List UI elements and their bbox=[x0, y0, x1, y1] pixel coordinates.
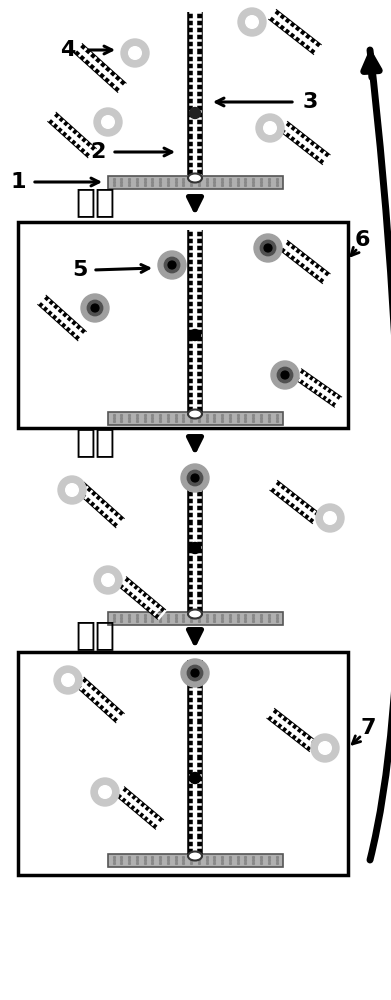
Circle shape bbox=[164, 257, 180, 273]
Circle shape bbox=[264, 244, 272, 252]
Circle shape bbox=[281, 371, 289, 379]
Circle shape bbox=[99, 786, 111, 798]
Text: 2: 2 bbox=[90, 142, 106, 162]
Bar bbox=[108, 611, 283, 624]
Circle shape bbox=[54, 666, 82, 694]
Circle shape bbox=[168, 261, 176, 269]
Circle shape bbox=[271, 361, 299, 389]
Ellipse shape bbox=[188, 609, 202, 618]
Circle shape bbox=[190, 107, 201, 118]
Text: 7: 7 bbox=[360, 718, 376, 738]
Circle shape bbox=[181, 659, 209, 687]
Circle shape bbox=[316, 504, 344, 532]
Bar bbox=[108, 854, 283, 866]
Circle shape bbox=[187, 665, 203, 681]
Text: 激发: 激发 bbox=[75, 618, 115, 652]
Text: 1: 1 bbox=[10, 172, 26, 192]
Circle shape bbox=[319, 742, 331, 754]
Circle shape bbox=[91, 304, 99, 312]
Circle shape bbox=[256, 114, 284, 142]
Text: 4: 4 bbox=[60, 40, 76, 60]
Circle shape bbox=[181, 464, 209, 492]
Circle shape bbox=[190, 542, 201, 554]
Circle shape bbox=[94, 108, 122, 136]
Circle shape bbox=[158, 251, 186, 279]
Circle shape bbox=[81, 294, 109, 322]
Text: 激活: 激活 bbox=[75, 186, 115, 219]
Circle shape bbox=[91, 778, 119, 806]
Circle shape bbox=[87, 300, 103, 316]
Ellipse shape bbox=[188, 852, 202, 860]
Circle shape bbox=[66, 484, 78, 496]
Circle shape bbox=[102, 574, 114, 586]
Bar bbox=[18, 222, 348, 428]
Bar bbox=[18, 652, 348, 875]
Circle shape bbox=[260, 240, 276, 256]
Circle shape bbox=[264, 122, 276, 134]
Circle shape bbox=[246, 16, 258, 28]
Text: 3: 3 bbox=[302, 92, 318, 112]
Circle shape bbox=[254, 234, 282, 262]
Circle shape bbox=[324, 512, 336, 524]
Circle shape bbox=[238, 8, 266, 36]
Circle shape bbox=[191, 669, 199, 677]
Circle shape bbox=[277, 367, 293, 383]
Bar bbox=[108, 412, 283, 424]
Circle shape bbox=[62, 674, 74, 686]
Ellipse shape bbox=[188, 174, 202, 182]
Circle shape bbox=[187, 470, 203, 486]
Circle shape bbox=[129, 47, 141, 59]
Circle shape bbox=[102, 116, 114, 128]
Bar bbox=[108, 176, 283, 188]
Circle shape bbox=[58, 476, 86, 504]
Text: 5: 5 bbox=[72, 260, 88, 280]
Text: 6: 6 bbox=[354, 230, 370, 250]
Circle shape bbox=[311, 734, 339, 762]
Circle shape bbox=[190, 772, 201, 784]
Circle shape bbox=[94, 566, 122, 594]
Text: 扩散: 扩散 bbox=[75, 426, 115, 458]
Ellipse shape bbox=[188, 410, 202, 418]
Circle shape bbox=[191, 474, 199, 482]
Circle shape bbox=[190, 330, 201, 340]
Circle shape bbox=[121, 39, 149, 67]
